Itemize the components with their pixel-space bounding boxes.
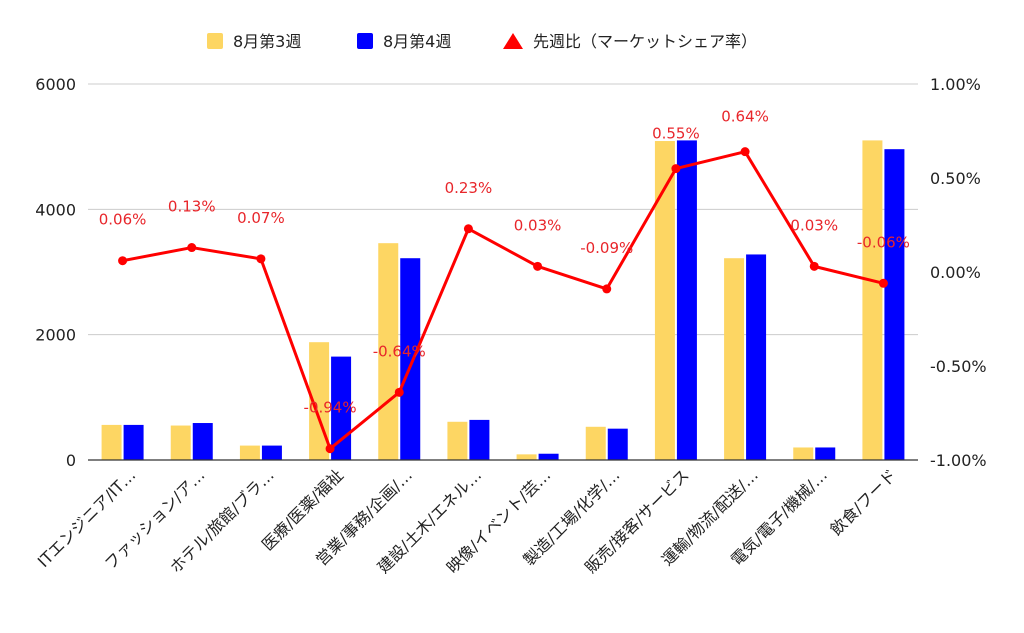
bar-week4 bbox=[676, 140, 697, 460]
ratio-data-label: 0.07% bbox=[237, 209, 285, 227]
ratio-data-label: 0.13% bbox=[168, 198, 216, 216]
legend-label-week4: 8月第4週 bbox=[383, 32, 451, 51]
bar-week3 bbox=[239, 445, 260, 460]
bar-week4 bbox=[884, 149, 905, 460]
bar-week3 bbox=[654, 141, 675, 460]
left-tick-label: 0 bbox=[66, 451, 76, 470]
ratio-point bbox=[878, 278, 888, 288]
bar-week4 bbox=[538, 453, 559, 460]
bars bbox=[101, 140, 905, 460]
ratio-point bbox=[809, 261, 819, 271]
bar-week4 bbox=[261, 445, 282, 460]
bar-week4 bbox=[123, 424, 144, 460]
bar-week3 bbox=[516, 454, 537, 460]
legend-swatch-week4 bbox=[357, 33, 373, 49]
bar-week4 bbox=[815, 447, 836, 460]
legend-label-week3: 8月第3週 bbox=[233, 32, 301, 51]
bar-week3 bbox=[447, 421, 468, 460]
bar-week3 bbox=[862, 140, 883, 460]
bar-week4 bbox=[400, 258, 421, 460]
ratio-point bbox=[463, 224, 473, 234]
left-tick-label: 4000 bbox=[35, 200, 76, 219]
ratio-data-label: 0.03% bbox=[514, 216, 562, 234]
ratio-point bbox=[187, 243, 197, 253]
right-tick-label: -1.00% bbox=[930, 451, 987, 470]
legend-triangle-icon bbox=[503, 33, 523, 49]
ratio-line-path bbox=[122, 150, 884, 451]
bar-week4 bbox=[192, 423, 213, 460]
legend-swatch-week3 bbox=[207, 33, 223, 49]
bar-week3 bbox=[793, 447, 814, 460]
bar-week4 bbox=[607, 428, 628, 460]
right-tick-label: 0.50% bbox=[930, 169, 981, 188]
right-tick-label: 1.00% bbox=[930, 75, 981, 94]
bar-week3 bbox=[724, 258, 745, 460]
ratio-point bbox=[325, 444, 335, 454]
ratio-line: 0.06% 0.13% 0.07% -0.94% -0.64% 0.23% 0.03% -0.… bbox=[99, 108, 910, 454]
ratio-data-label: 0.23% bbox=[445, 179, 493, 197]
legend-label-ratio: 先週比（マーケットシェア率） bbox=[533, 32, 757, 51]
ratio-data-label: 0.55% bbox=[652, 125, 700, 143]
bar-week4 bbox=[746, 254, 767, 460]
bar-week3 bbox=[170, 425, 191, 460]
x-axis-labels: ITエンジニア/IT…ファッション/ア…ホテル/旅館/ブラ…医療/医薬/福祉営業… bbox=[34, 465, 900, 577]
ratio-point bbox=[671, 164, 681, 174]
ratio-data-label: -0.09% bbox=[580, 239, 633, 257]
legend: 8月第3週 8月第4週 先週比（マーケットシェア率） bbox=[207, 32, 757, 51]
left-tick-label: 2000 bbox=[35, 326, 76, 345]
left-axis: 0 2000 4000 6000 bbox=[35, 75, 76, 470]
ratio-point bbox=[256, 254, 266, 264]
ratio-data-label: 0.64% bbox=[721, 108, 769, 126]
ratio-point bbox=[118, 256, 128, 266]
category-label: 飲食/フード bbox=[826, 465, 900, 539]
ratio-point bbox=[533, 261, 543, 271]
bar-week4 bbox=[469, 419, 490, 460]
right-tick-label: -0.50% bbox=[930, 357, 987, 376]
ratio-data-label: -0.06% bbox=[857, 233, 910, 251]
right-axis: -1.00% -0.50% 0.00% 0.50% 1.00% bbox=[930, 75, 987, 470]
right-tick-label: 0.00% bbox=[930, 263, 981, 282]
ratio-data-label: -0.94% bbox=[304, 399, 357, 417]
left-tick-label: 6000 bbox=[35, 75, 76, 94]
ratio-data-label: -0.64% bbox=[373, 342, 426, 360]
bar-week3 bbox=[101, 424, 122, 460]
ratio-point bbox=[394, 387, 404, 397]
ratio-data-label: 0.03% bbox=[790, 216, 838, 234]
ratio-data-label: 0.06% bbox=[99, 211, 147, 229]
ratio-point bbox=[740, 147, 750, 157]
ratio-point bbox=[602, 284, 612, 294]
bar-week3 bbox=[585, 426, 606, 460]
